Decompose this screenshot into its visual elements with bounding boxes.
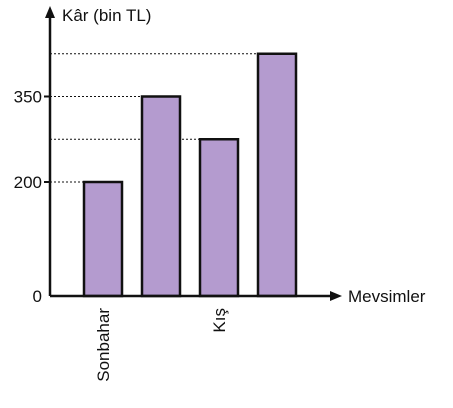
x-category-labels: Sonbahar Kış bbox=[94, 308, 229, 382]
y-axis-label: Kâr (bin TL) bbox=[62, 6, 151, 25]
x-axis-label: Mevsimler bbox=[348, 287, 426, 306]
y-tick-label: 200 bbox=[14, 173, 42, 192]
x-category-label: Kış bbox=[210, 308, 229, 333]
y-tick-label: 0 bbox=[33, 287, 42, 306]
y-ticks: 0 200 350 bbox=[14, 88, 50, 306]
bar bbox=[256, 52, 298, 298]
bar bbox=[198, 138, 240, 298]
bar bbox=[140, 95, 182, 298]
x-axis-arrowhead bbox=[330, 291, 342, 301]
y-tick-label: 350 bbox=[14, 88, 42, 107]
bar bbox=[82, 180, 124, 298]
y-axis-arrowhead bbox=[45, 6, 55, 18]
x-category-label: Sonbahar bbox=[94, 308, 113, 382]
bars bbox=[82, 52, 298, 298]
